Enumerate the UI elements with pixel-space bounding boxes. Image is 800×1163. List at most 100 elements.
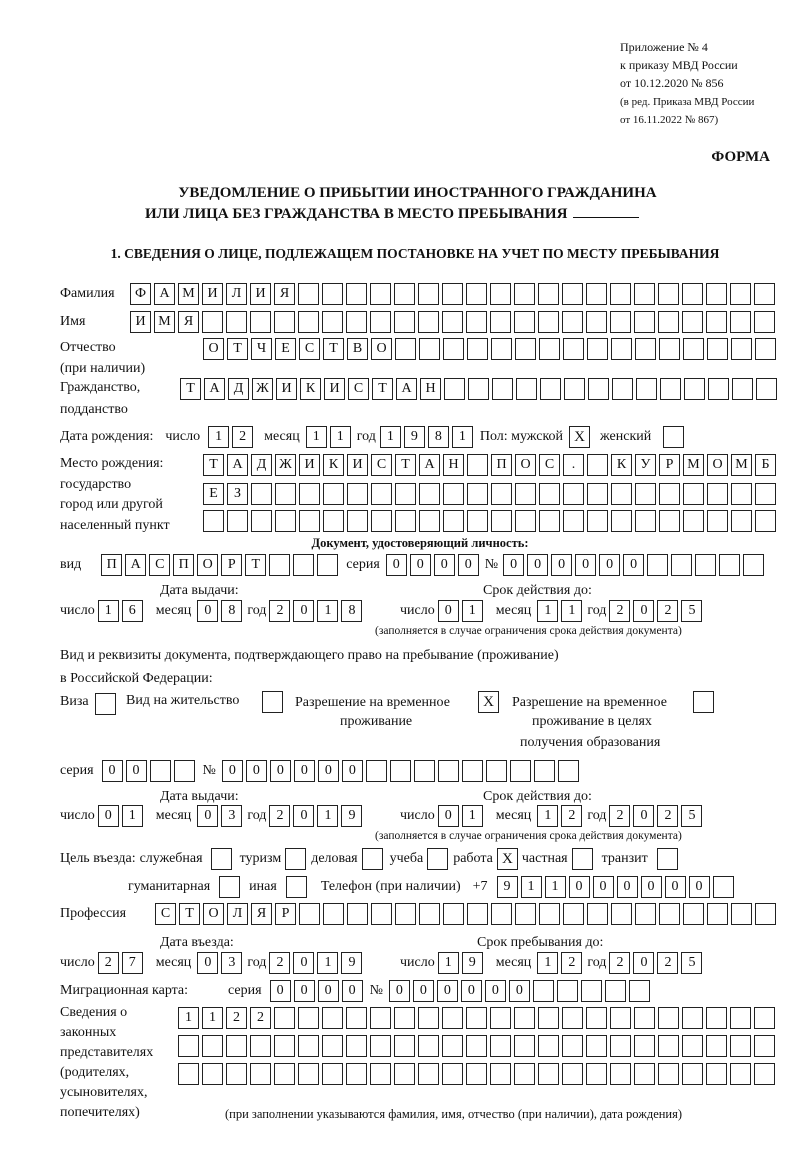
char-cell[interactable]: М (154, 311, 175, 333)
char-cell[interactable] (203, 510, 224, 532)
purpose-work-checkbox[interactable]: X (496, 848, 518, 870)
char-cell[interactable] (755, 510, 776, 532)
char-cell[interactable]: И (276, 378, 297, 400)
char-cell[interactable] (610, 1063, 631, 1085)
char-cell[interactable]: 2 (226, 1007, 247, 1029)
char-cell[interactable] (695, 554, 717, 576)
char-cell[interactable] (683, 338, 704, 360)
char-cell[interactable]: 0 (460, 980, 482, 1002)
char-cell[interactable]: А (125, 554, 147, 576)
char-cell[interactable]: 1 (437, 952, 459, 974)
char-cell[interactable]: 1 (305, 426, 327, 448)
char-cell[interactable] (514, 1007, 535, 1029)
char-cell[interactable] (485, 760, 507, 782)
char-cell[interactable]: Я (274, 283, 295, 305)
char-cell[interactable]: П (101, 554, 123, 576)
char-cell[interactable]: 2 (561, 952, 583, 974)
char-cell[interactable] (538, 311, 559, 333)
char-cell[interactable]: 1 (537, 952, 559, 974)
char-cell[interactable]: С (539, 454, 560, 476)
char-cell[interactable] (347, 483, 368, 505)
char-cell[interactable]: 2 (657, 600, 679, 622)
char-cell[interactable] (395, 903, 416, 925)
char-cell[interactable] (628, 980, 650, 1002)
char-cell[interactable]: 0 (527, 554, 549, 576)
char-cell[interactable] (413, 760, 435, 782)
char-cell[interactable]: П (491, 454, 512, 476)
char-cell[interactable]: 5 (681, 805, 703, 827)
char-cell[interactable]: 1 (178, 1007, 199, 1029)
char-cell[interactable]: 0 (437, 600, 459, 622)
char-cell[interactable] (370, 1035, 391, 1057)
char-cell[interactable] (538, 1063, 559, 1085)
char-cell[interactable]: 0 (412, 980, 434, 1002)
char-cell[interactable]: И (347, 454, 368, 476)
char-cell[interactable] (173, 760, 195, 782)
char-cell[interactable] (418, 1063, 439, 1085)
char-cell[interactable]: О (203, 903, 224, 925)
char-cell[interactable]: 0 (293, 980, 315, 1002)
char-cell[interactable] (730, 1063, 751, 1085)
char-cell[interactable]: Ф (130, 283, 151, 305)
char-cell[interactable] (317, 554, 339, 576)
char-cell[interactable]: И (130, 311, 151, 333)
char-cell[interactable] (226, 311, 247, 333)
char-cell[interactable] (346, 1035, 367, 1057)
char-cell[interactable]: 0 (503, 554, 525, 576)
char-cell[interactable] (274, 1035, 295, 1057)
char-cell[interactable]: Л (227, 903, 248, 925)
char-cell[interactable] (322, 311, 343, 333)
char-cell[interactable] (466, 1035, 487, 1057)
char-cell[interactable] (755, 483, 776, 505)
char-cell[interactable]: 1 (520, 876, 542, 898)
char-cell[interactable]: 1 (208, 426, 230, 448)
char-cell[interactable] (371, 903, 392, 925)
char-cell[interactable] (611, 903, 632, 925)
char-cell[interactable] (635, 903, 656, 925)
char-cell[interactable] (251, 483, 272, 505)
char-cell[interactable] (442, 1007, 463, 1029)
char-cell[interactable]: О (371, 338, 392, 360)
char-cell[interactable] (250, 1035, 271, 1057)
char-cell[interactable] (659, 483, 680, 505)
char-cell[interactable] (682, 311, 703, 333)
char-cell[interactable] (611, 338, 632, 360)
char-cell[interactable] (658, 283, 679, 305)
char-cell[interactable]: Н (443, 454, 464, 476)
char-cell[interactable] (178, 1035, 199, 1057)
char-cell[interactable]: 0 (385, 554, 407, 576)
char-cell[interactable] (683, 510, 704, 532)
char-cell[interactable] (586, 283, 607, 305)
char-cell[interactable] (419, 483, 440, 505)
char-cell[interactable] (322, 1063, 343, 1085)
char-cell[interactable] (275, 483, 296, 505)
char-cell[interactable] (490, 1035, 511, 1057)
char-cell[interactable]: 0 (688, 876, 710, 898)
char-cell[interactable]: Б (755, 454, 776, 476)
destination-blank-line[interactable] (573, 217, 640, 218)
char-cell[interactable] (658, 1063, 679, 1085)
char-cell[interactable] (492, 378, 513, 400)
char-cell[interactable] (418, 311, 439, 333)
char-cell[interactable] (514, 1063, 535, 1085)
char-cell[interactable] (635, 338, 656, 360)
char-cell[interactable] (491, 510, 512, 532)
char-cell[interactable] (419, 903, 440, 925)
char-cell[interactable] (490, 311, 511, 333)
char-cell[interactable] (610, 311, 631, 333)
char-cell[interactable] (298, 283, 319, 305)
char-cell[interactable]: 0 (568, 876, 590, 898)
char-cell[interactable] (586, 311, 607, 333)
char-cell[interactable] (612, 378, 633, 400)
char-cell[interactable]: Е (203, 483, 224, 505)
char-cell[interactable] (586, 1007, 607, 1029)
char-cell[interactable]: О (203, 338, 224, 360)
char-cell[interactable] (586, 1063, 607, 1085)
char-cell[interactable] (419, 510, 440, 532)
